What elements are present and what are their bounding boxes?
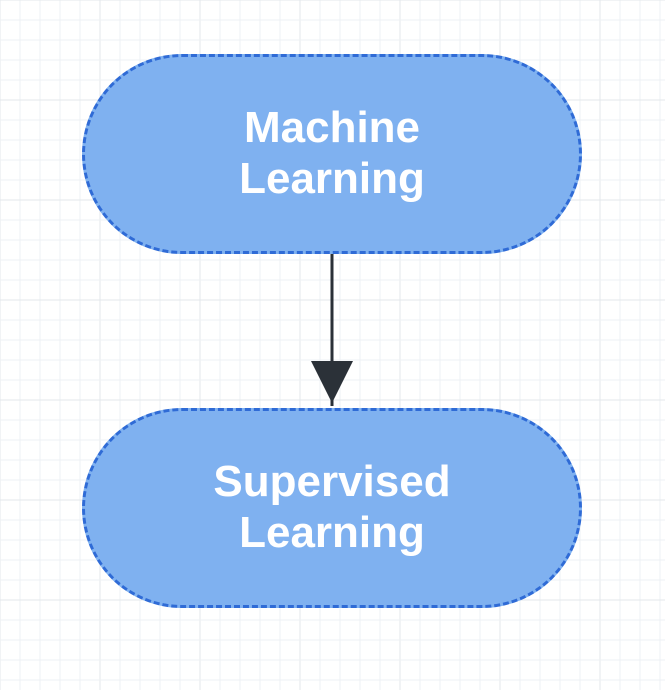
node-label: Supervised Learning [213,457,450,558]
node-label: Machine Learning [239,103,425,204]
node-machine-learning[interactable]: Machine Learning [82,54,582,254]
diagram-canvas: Machine Learning Supervised Learning [0,0,665,690]
node-supervised-learning[interactable]: Supervised Learning [82,408,582,608]
